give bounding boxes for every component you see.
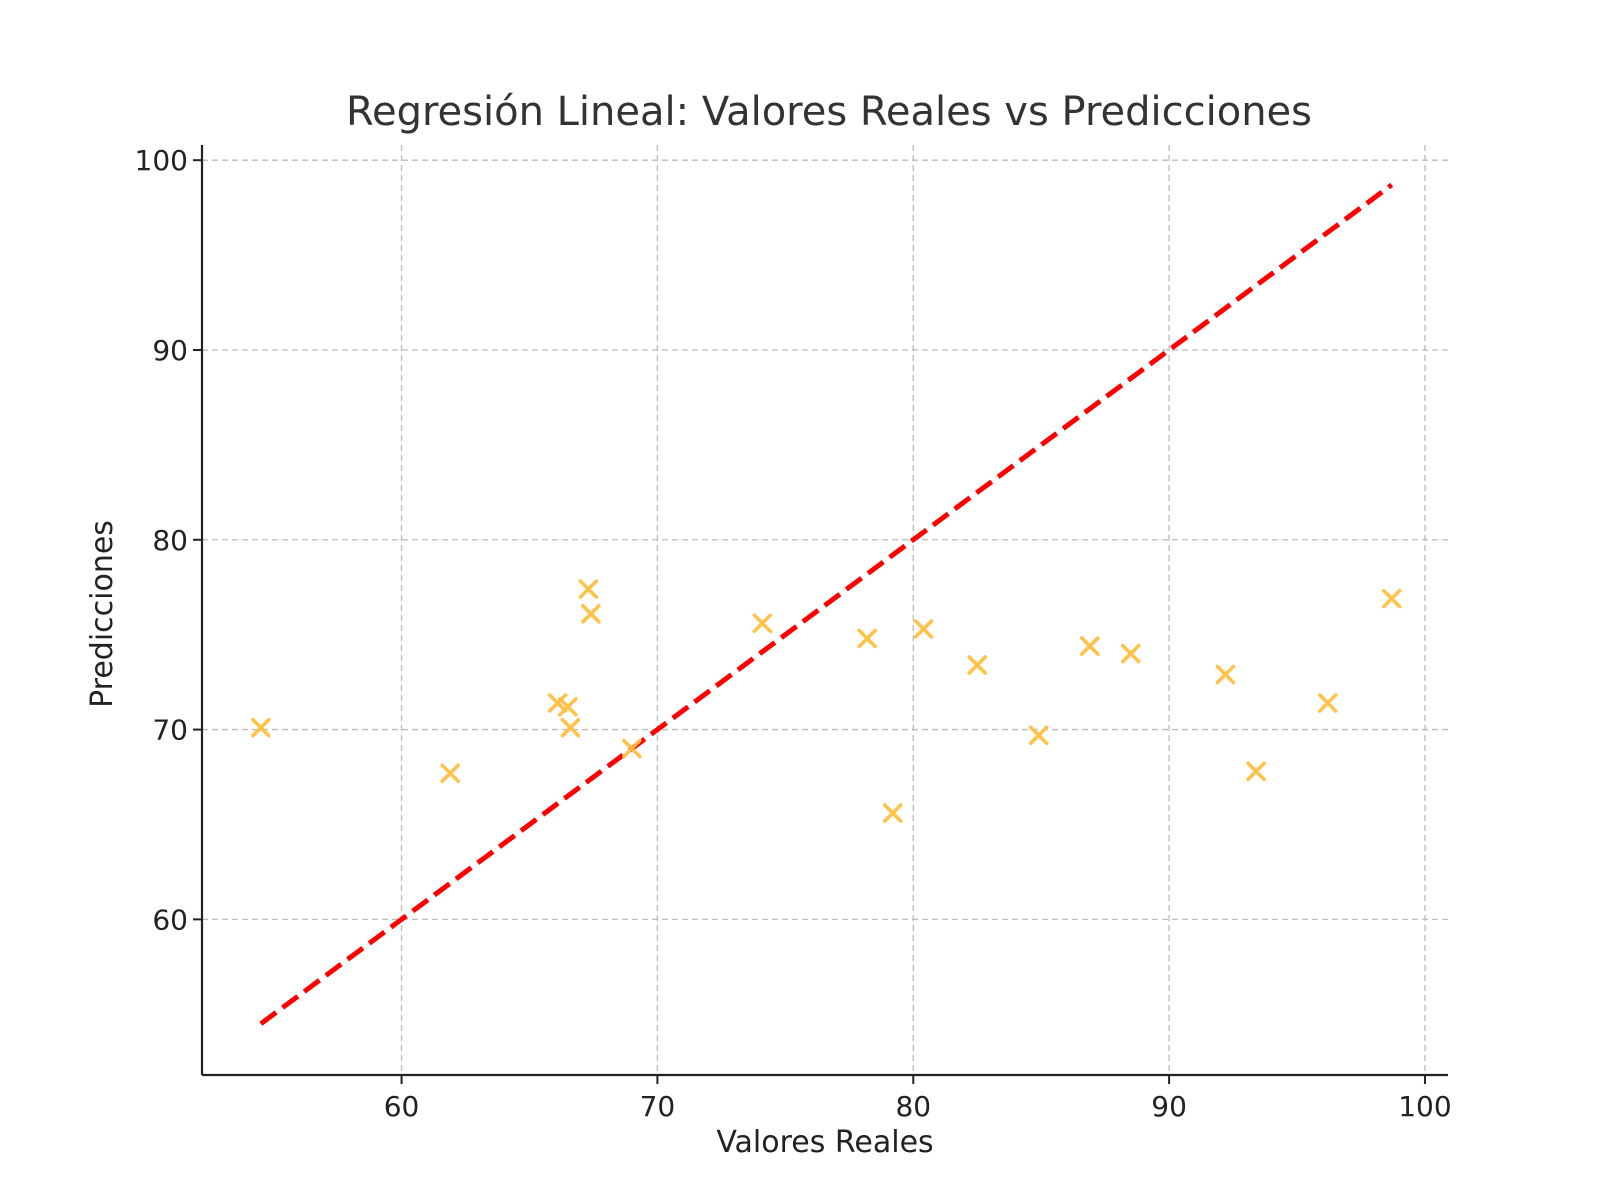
x-tick-label-80: 80 — [895, 1090, 931, 1123]
x-marker — [1246, 761, 1266, 782]
x-marker — [578, 579, 599, 599]
grid — [202, 145, 1448, 1075]
x-marker — [622, 738, 642, 759]
x-marker — [1080, 636, 1100, 656]
regression-line-segment — [259, 182, 1394, 1026]
data-point — [1080, 636, 1100, 656]
x-marker — [1381, 588, 1402, 609]
data-point — [1246, 761, 1266, 782]
x-marker — [547, 693, 568, 713]
data-point — [251, 717, 271, 738]
x-marker — [581, 603, 601, 624]
x-tick-label-60: 60 — [384, 1090, 420, 1123]
x-marker — [251, 717, 271, 738]
data-point — [1381, 588, 1402, 609]
x-marker — [913, 619, 934, 639]
x-marker — [1120, 643, 1141, 664]
chart-title: Regresión Lineal: Valores Reales vs Pred… — [346, 89, 1312, 135]
data-point — [1317, 693, 1338, 713]
data-point — [622, 738, 642, 759]
data-point — [560, 717, 581, 738]
x-tick-label-70: 70 — [640, 1090, 676, 1123]
x-axis-label: Valores Reales — [716, 1125, 933, 1160]
data-point — [440, 763, 460, 784]
x-marker — [440, 763, 460, 784]
x-marker — [883, 803, 903, 823]
x-marker — [967, 655, 988, 675]
data-point — [857, 628, 878, 649]
data-point — [913, 619, 934, 639]
x-marker — [560, 717, 581, 738]
x-marker — [857, 628, 878, 649]
data-point — [1028, 725, 1049, 746]
y-tick-label-70: 70 — [152, 714, 188, 747]
scatter-points — [251, 579, 1402, 823]
x-marker — [1215, 664, 1236, 685]
y-tick-label-90: 90 — [152, 334, 188, 367]
y-axis-ticks: 60 70 80 90 100 — [135, 144, 202, 936]
data-point — [581, 603, 601, 624]
y-tick-label-100: 100 — [135, 144, 188, 177]
data-point — [578, 579, 599, 599]
data-point — [558, 696, 578, 717]
data-point — [547, 693, 568, 713]
x-tick-label-100: 100 — [1398, 1090, 1451, 1123]
x-marker — [752, 613, 773, 634]
data-point — [967, 655, 988, 675]
data-point — [883, 803, 903, 823]
data-point — [752, 613, 773, 634]
y-tick-label-80: 80 — [152, 524, 188, 557]
x-marker — [1028, 725, 1049, 746]
y-axis-label: Predicciones — [85, 520, 120, 708]
regression-line — [259, 182, 1394, 1026]
x-marker — [558, 696, 578, 717]
y-tick-label-60: 60 — [152, 903, 188, 936]
x-tick-label-90: 90 — [1151, 1090, 1187, 1123]
x-axis-ticks: 60 70 80 90 100 — [384, 1075, 1452, 1123]
data-point — [1215, 664, 1236, 685]
x-marker — [1317, 693, 1338, 713]
data-point — [1120, 643, 1141, 664]
